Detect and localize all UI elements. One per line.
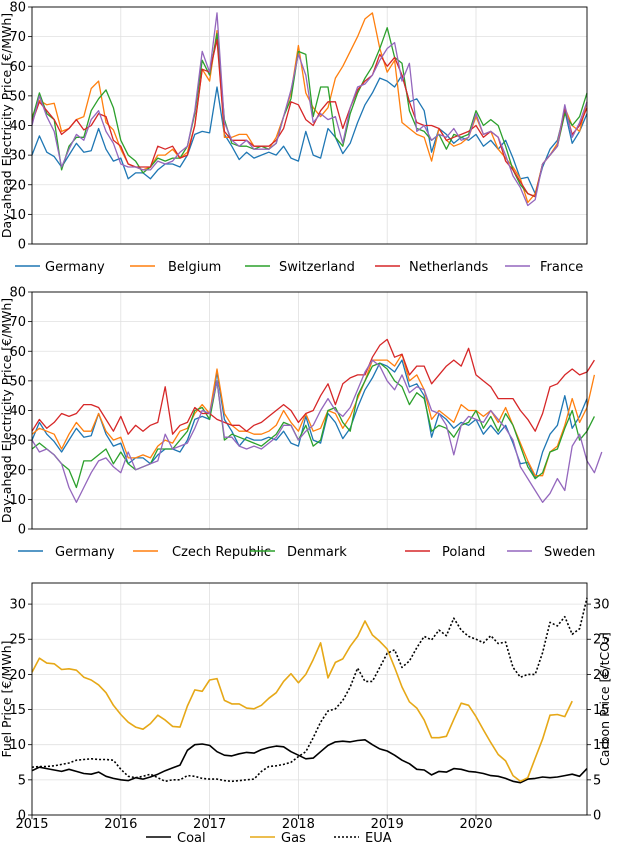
- legend-label-denmark: Denmark: [287, 545, 347, 560]
- y-tick-label: 60: [9, 345, 26, 360]
- legend-label-coal: Coal: [177, 831, 206, 846]
- legend: Coal Gas EUA: [146, 831, 392, 846]
- y2-axis-label: Carbon Price [€/tCO₂]: [597, 632, 612, 766]
- series-line-sweden: [31, 359, 603, 503]
- y-tick-label: 50: [9, 89, 26, 104]
- series-line-france: [31, 12, 588, 207]
- legend: Germany Belgium Switzerland Netherlands Fran…: [15, 260, 583, 275]
- y2-tick-label: 15: [593, 703, 610, 718]
- series-line-switzerland: [31, 27, 588, 198]
- y-tick-label: 60: [9, 60, 26, 75]
- y-tick-label: 0: [18, 238, 26, 253]
- y-tick-label: 30: [9, 149, 26, 164]
- grid: [31, 6, 587, 245]
- series-line-germany: [31, 74, 588, 195]
- y2-tick-label: 25: [593, 633, 610, 648]
- legend-label-belgium: Belgium: [168, 260, 221, 275]
- y-tick-label: 20: [9, 463, 26, 478]
- y-axis-label: Day-ahead Electricity Price [€/MWh]: [0, 298, 14, 523]
- y-tick-label: 20: [9, 668, 26, 683]
- x-tick-label: 2019: [371, 817, 404, 832]
- y-tick-label: 30: [9, 434, 26, 449]
- series-line-belgium: [31, 12, 588, 204]
- y-tick-label: 40: [9, 119, 26, 134]
- series-line-gas: [31, 620, 573, 783]
- y-tick-label: 80: [9, 1, 26, 16]
- legend-label-france: France: [540, 260, 583, 275]
- legend-label-poland: Poland: [442, 545, 485, 560]
- plot-frame: [31, 582, 588, 816]
- grid: [31, 583, 587, 816]
- y-tick-label: 0: [18, 809, 26, 824]
- y-tick-label: 5: [18, 773, 26, 788]
- y2-tick-label: 20: [593, 668, 610, 683]
- x-tick-label: 2016: [104, 817, 137, 832]
- x-tick-label: 2018: [282, 817, 315, 832]
- y-tick-label: 10: [9, 208, 26, 223]
- x-tick-label: 2017: [193, 817, 226, 832]
- legend-label-gas: Gas: [281, 831, 306, 846]
- legend-label-netherlands: Netherlands: [409, 260, 488, 275]
- y2-tick-label: 5: [593, 773, 601, 788]
- x-tick-label: 2015: [15, 817, 48, 832]
- legend-label-switzerland: Switzerland: [279, 260, 355, 275]
- legend: Germany Czech Republic Denmark Poland Sweden: [18, 545, 595, 560]
- y-axis-label: Day-ahead Electricity Price [€/MWh]: [0, 13, 14, 238]
- series-line-poland: [31, 338, 595, 435]
- legend-label-sweden: Sweden: [544, 545, 595, 560]
- y-tick-label: 70: [9, 30, 26, 45]
- y-tick-label: 70: [9, 315, 26, 330]
- y-tick-label: 10: [9, 493, 26, 508]
- legend-label-germany: Germany: [45, 260, 105, 275]
- legend-label-germany: Germany: [55, 545, 115, 560]
- legend-label-eua: EUA: [365, 831, 392, 846]
- series-line-czech-republic: [31, 353, 596, 477]
- legend-label-czech-republic: Czech Republic: [172, 545, 271, 560]
- y-tick-label: 0: [18, 523, 26, 538]
- y-tick-label: 25: [9, 633, 26, 648]
- y-tick-label: 50: [9, 374, 26, 389]
- x-tick-label: 2020: [459, 817, 492, 832]
- y-tick-label: 30: [9, 598, 26, 613]
- y-tick-label: 15: [9, 703, 26, 718]
- chart-panel-3: 0 5 10 15 20 25 30 0 5 10 15 20 25 30 Carbon Price [€/…: [0, 582, 612, 846]
- y-tick-label: 20: [9, 178, 26, 193]
- series-line-coal: [31, 738, 588, 784]
- y-tick-label: 40: [9, 404, 26, 419]
- y-tick-label: 80: [9, 286, 26, 301]
- y-tick-label: 10: [9, 738, 26, 753]
- y2-tick-label: 30: [593, 598, 610, 613]
- series-line-eua: [31, 597, 588, 783]
- y-axis-label: Fuel Price [€/MWh]: [0, 640, 14, 757]
- y2-tick-label: 0: [593, 809, 601, 824]
- y2-tick-label: 10: [593, 738, 610, 753]
